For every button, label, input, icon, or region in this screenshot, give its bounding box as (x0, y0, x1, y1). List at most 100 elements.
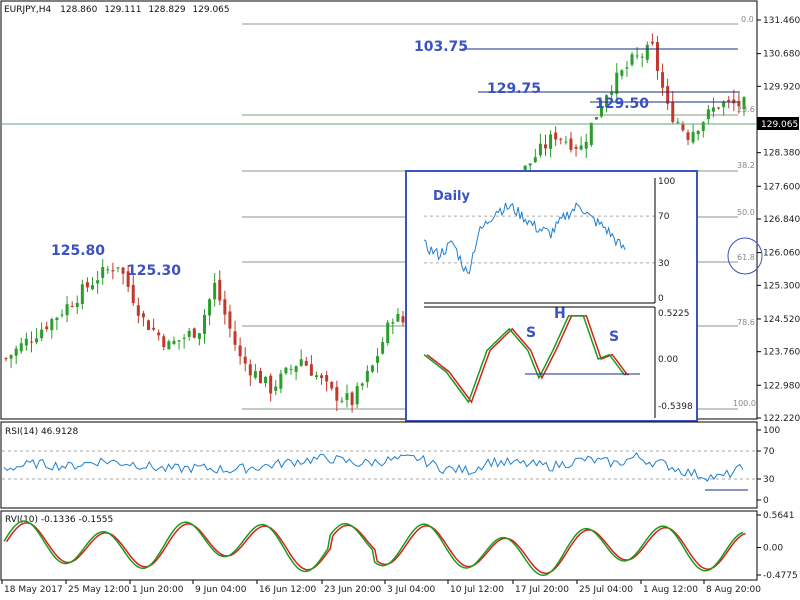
candle-body (243, 356, 247, 364)
rsi-series-line (3, 451, 744, 482)
candle-body (284, 367, 288, 374)
candle-body (45, 326, 49, 330)
candle-body (605, 95, 609, 107)
inset-daily-tick: 0 (658, 294, 664, 304)
fib-label-100: 100.0 (733, 399, 756, 408)
candle-body (238, 345, 242, 357)
candle-body (269, 375, 273, 394)
candle-body (299, 359, 303, 366)
fib-label-38-2: 38.2 (737, 161, 755, 170)
candle-body (630, 54, 634, 65)
candle-body (258, 371, 262, 384)
rvi-signal-line (5, 522, 746, 575)
candle-body (116, 267, 120, 269)
daily-inset: Daily S H S 100 70 30 0 0.5225 0.00 -0.5398 (405, 170, 698, 422)
candle-body (40, 329, 44, 339)
candle-body (65, 304, 69, 316)
time-tick-label: 1 Aug 12:00 (643, 585, 698, 595)
candle-body (381, 342, 385, 354)
candle-body (655, 42, 659, 71)
time-tick-label: 10 Jul 12:00 (450, 585, 504, 595)
current-price-tag: 129.065 (757, 117, 799, 130)
time-tick-label: 1 Jun 20:00 (132, 585, 184, 595)
candle-body (742, 97, 746, 110)
time-tick-label: 8 Aug 20:00 (706, 585, 761, 595)
candle-body (147, 320, 151, 330)
candle-body (528, 163, 532, 166)
rsi-tick-label: 70 (763, 447, 775, 457)
candle-body (55, 317, 59, 321)
time-tick-label: 9 Jun 04:00 (195, 585, 247, 595)
price-tick-label: 126.840 (763, 215, 800, 225)
candle-body (233, 331, 237, 345)
annotation-129-50: 129.50 (595, 96, 649, 112)
candle-body (681, 123, 685, 131)
rvi-tick-label: 0.5641 (763, 511, 795, 521)
candle-body (264, 376, 268, 384)
rsi-axis: 100 70 30 0 (757, 426, 780, 506)
time-tick-label: 3 Jul 04:00 (387, 585, 436, 595)
candle-body (711, 107, 715, 112)
candle-body (564, 141, 568, 143)
candle-body (620, 70, 624, 76)
rsi-panel: RSI(14) 46.9128 100 70 30 0 (0, 421, 780, 509)
candle-body (625, 67, 629, 69)
rvi-tick-label: 0.00 (763, 543, 783, 553)
candle-body (676, 122, 680, 124)
candle-body (202, 314, 206, 334)
candle-body (91, 285, 95, 290)
candle-body (167, 341, 171, 350)
time-tick-label: 23 Jun 20:00 (324, 585, 381, 595)
candle-body (360, 383, 364, 386)
candle-body (355, 386, 359, 405)
candle-body (396, 313, 400, 322)
candle-body (401, 316, 405, 323)
inset-rvi-tick: 0.00 (658, 355, 678, 365)
rsi-tick-label: 30 (763, 475, 775, 485)
candle-body (365, 370, 369, 382)
candle-body (732, 99, 736, 104)
inset-rvi-signal (426, 315, 629, 404)
rvi-panel: RVI(10) -0.1336 -0.1555 0.5641 0.00 -0.477… (0, 510, 798, 581)
candle-body (544, 144, 548, 149)
candle-body (279, 373, 283, 389)
fib-61-8-highlight-circle (727, 237, 763, 275)
candle-body (589, 122, 593, 146)
inset-daily-tick: 30 (658, 259, 670, 269)
pattern-head: H (554, 306, 566, 322)
candle-body (192, 328, 196, 338)
time-tick-label: 25 Jul 04:00 (579, 585, 633, 595)
candle-body (29, 341, 33, 343)
candle-body (330, 382, 334, 389)
candle-body (386, 322, 390, 344)
candle-body (141, 313, 145, 318)
candle-body (722, 102, 726, 108)
rsi-tick-label: 0 (763, 496, 769, 506)
candle-body (218, 279, 222, 301)
price-tick-label: 124.520 (763, 315, 800, 325)
pattern-right-shoulder: S (609, 329, 619, 345)
candle-body (96, 280, 100, 284)
time-tick-label: 17 Jul 20:00 (515, 585, 569, 595)
candle-body (615, 72, 619, 94)
candle-body (335, 387, 339, 401)
candle-body (187, 330, 191, 337)
candle-body (645, 44, 649, 60)
candle-body (228, 311, 232, 329)
candle-body (314, 375, 318, 378)
candle-body (253, 371, 257, 378)
candle-body (35, 338, 39, 343)
candle-body (9, 355, 13, 359)
rvi-header: RVI(10) -0.1336 -0.1555 (5, 515, 113, 525)
rsi-line (2, 450, 757, 482)
current-price-tag-text: 129.065 (761, 120, 798, 130)
fib-label-23-6: 23.6 (737, 105, 755, 114)
price-tick-label: 122.980 (763, 381, 800, 391)
candle-body (294, 366, 298, 372)
candle-body (4, 358, 8, 360)
candle-body (24, 338, 28, 346)
annotation-lines[interactable] (462, 48, 740, 103)
candle-body (584, 141, 588, 149)
candle-body (70, 306, 74, 308)
price-axis: 131.460 130.680 129.920 128.380 127.600 126.8… (757, 16, 800, 424)
